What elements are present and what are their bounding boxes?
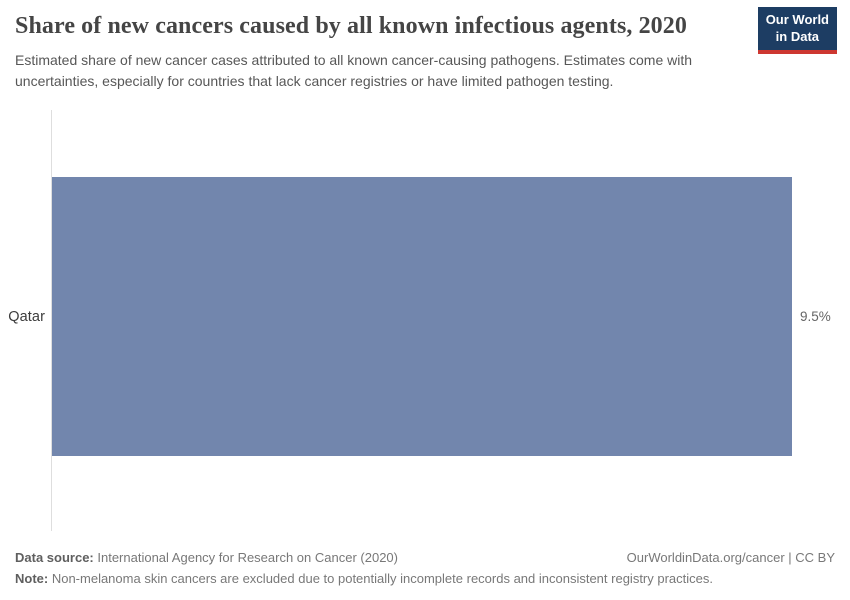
owid-rights-link[interactable]: OurWorldinData.org/cancer | CC BY [626,550,835,565]
note-label: Note: [15,570,49,586]
bar[interactable] [52,177,792,456]
chart-title: Share of new cancers caused by all known… [15,13,687,39]
owid-logo-line1: Our World [765,12,829,27]
note-text: Non-melanoma skin cancers are excluded d… [48,570,713,586]
data-source-text: International Agency for Research on Can… [93,550,398,565]
owid-logo: Our World in Data [757,7,837,54]
entity-label-qatar: Qatar [8,308,45,325]
y-axis-line [51,110,52,531]
data-source-line: Data source: International Agency for Re… [15,548,398,569]
note-line: Note: Non-melanoma skin cancers are excl… [15,571,713,586]
chart-footer: Data source: International Agency for Re… [15,548,835,590]
chart-subtitle: Estimated share of new cancer cases attr… [15,52,693,89]
bar-value-label: 9.5% [800,309,831,324]
data-source-label: Data source: [15,550,94,565]
bar-track [52,177,792,456]
owid-logo-line2: in Data [775,28,820,44]
